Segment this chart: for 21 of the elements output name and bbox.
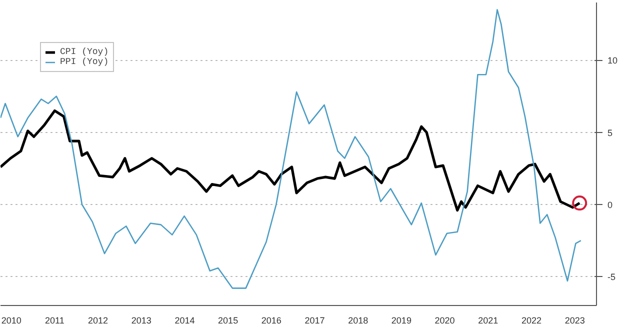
x-tick-label: 2014 — [174, 316, 195, 326]
x-tick-label: 2021 — [478, 316, 498, 326]
x-tick-label: 2018 — [348, 316, 368, 326]
y-tick-label: 10 — [608, 56, 618, 66]
y-tick-label: 5 — [608, 128, 613, 138]
x-tick-label: 2017 — [304, 316, 325, 326]
x-tick-label: 2015 — [218, 316, 238, 326]
x-tick-label: 2010 — [1, 316, 22, 326]
x-tick-label: 2019 — [391, 316, 412, 326]
x-tick-label: 2022 — [521, 316, 542, 326]
y-tick-label: 0 — [608, 200, 613, 210]
legend-label: PPI (Yoy) — [60, 57, 109, 67]
x-tick-label: 2020 — [434, 316, 455, 326]
x-tick-label: 2023 — [564, 316, 585, 326]
x-tick-label: 2011 — [45, 316, 64, 326]
y-tick-label: -5 — [608, 272, 616, 282]
x-tick-label: 2016 — [261, 316, 282, 326]
x-tick-label: 2012 — [88, 316, 108, 326]
x-tick-label: 2013 — [131, 316, 152, 326]
legend-label: CPI (Yoy) — [60, 47, 109, 57]
line-series — [0, 9, 582, 289]
